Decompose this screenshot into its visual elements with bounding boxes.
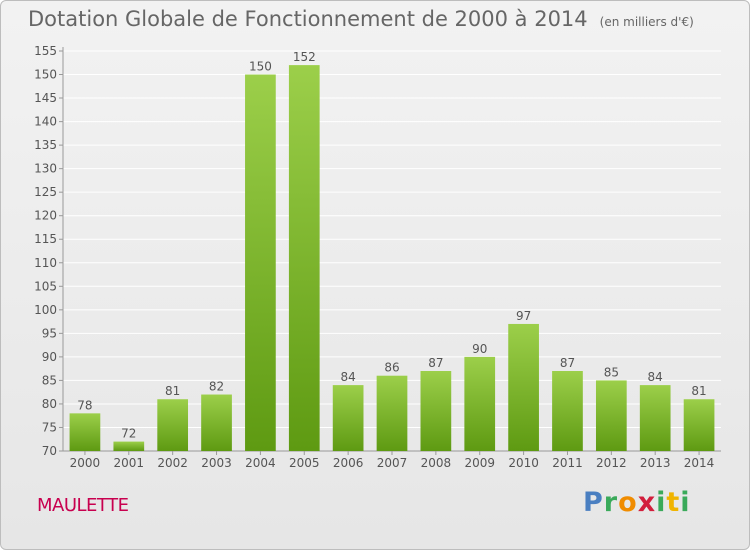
data-label: 84: [340, 370, 355, 384]
y-tick-label: 145: [34, 91, 57, 105]
x-tick-label: 2013: [640, 456, 671, 470]
y-tick-label: 70: [42, 444, 57, 458]
data-label: 78: [77, 398, 92, 412]
data-label: 97: [516, 309, 531, 323]
y-tick-label: 100: [34, 303, 57, 317]
data-label: 87: [428, 356, 443, 370]
y-tick-label: 135: [34, 138, 57, 152]
x-tick-label: 2006: [333, 456, 364, 470]
proxiti-logo[interactable]: Proxiti: [583, 487, 691, 518]
x-tick-label: 2011: [552, 456, 583, 470]
bar-2003: [201, 394, 232, 451]
y-tick-label: 155: [34, 44, 57, 58]
logo-letter: o: [618, 487, 638, 518]
y-tick-label: 105: [34, 279, 57, 293]
bar-2005: [288, 65, 320, 451]
x-tick-label: 2003: [201, 456, 232, 470]
logo-letter: P: [583, 487, 604, 518]
bar-2001: [113, 441, 145, 451]
bar-2011: [552, 371, 583, 451]
data-label: 86: [384, 361, 399, 375]
data-label: 81: [165, 384, 180, 398]
bar-2010: [508, 323, 539, 451]
bar-2007: [376, 375, 408, 451]
y-tick-label: 150: [34, 68, 57, 82]
x-tick-label: 2000: [70, 456, 101, 470]
x-tick-label: 2004: [245, 456, 276, 470]
data-label: 72: [121, 427, 136, 441]
x-tick-label: 2009: [464, 456, 495, 470]
bar-2013: [639, 385, 671, 451]
logo-letter: i: [680, 487, 691, 518]
y-tick-label: 130: [34, 162, 57, 176]
data-label: 84: [648, 370, 663, 384]
data-label: 87: [560, 356, 575, 370]
x-tick-label: 2005: [289, 456, 320, 470]
y-tick-label: 110: [34, 256, 57, 270]
x-tick-label: 2010: [508, 456, 539, 470]
chart-title-text: Dotation Globale de Fonctionnement de 20…: [28, 7, 588, 31]
data-label: 81: [691, 384, 706, 398]
bars: [69, 65, 715, 451]
y-tick-label: 75: [42, 420, 57, 434]
y-tick-label: 115: [34, 232, 57, 246]
city-name: MAULETTE: [37, 495, 129, 516]
chart-unit: (en milliers d'€): [599, 15, 694, 29]
data-labels: 78 72 81 82 150 152 84 86 87 90 97 87 85 84 81: [77, 50, 706, 440]
bar-2006: [332, 385, 364, 451]
bar-2000: [69, 413, 101, 451]
data-label: 82: [209, 380, 224, 394]
logo-letter: t: [666, 487, 681, 518]
data-label: 85: [604, 365, 619, 379]
x-tick-label: 2002: [157, 456, 188, 470]
logo-letter: i: [656, 487, 667, 518]
data-label: 152: [293, 50, 316, 64]
data-label: 150: [249, 60, 272, 74]
x-tick-label: 2008: [421, 456, 452, 470]
x-tick-label: 2012: [596, 456, 627, 470]
chart-title: Dotation Globale de Fonctionnement de 20…: [28, 7, 694, 31]
y-tick-label: 85: [42, 373, 57, 387]
logo-letter: x: [637, 487, 657, 518]
bar-2012: [595, 380, 627, 451]
logo-letter: r: [603, 487, 619, 518]
x-tick-label: 2014: [684, 456, 715, 470]
bar-2004: [245, 74, 276, 451]
y-tick-label: 125: [34, 185, 57, 199]
y-tick-label: 90: [42, 350, 57, 364]
bar-2002: [157, 399, 189, 451]
bar-2008: [420, 371, 452, 451]
x-tick-label: 2007: [377, 456, 408, 470]
bar-2014: [683, 399, 715, 451]
y-tick-label: 95: [42, 326, 57, 340]
x-tick-label: 2001: [114, 456, 145, 470]
y-tick-label: 80: [42, 397, 57, 411]
y-tick-label: 140: [34, 115, 57, 129]
bar-2009: [464, 356, 496, 451]
y-tick-label: 120: [34, 209, 57, 223]
data-label: 90: [472, 342, 487, 356]
